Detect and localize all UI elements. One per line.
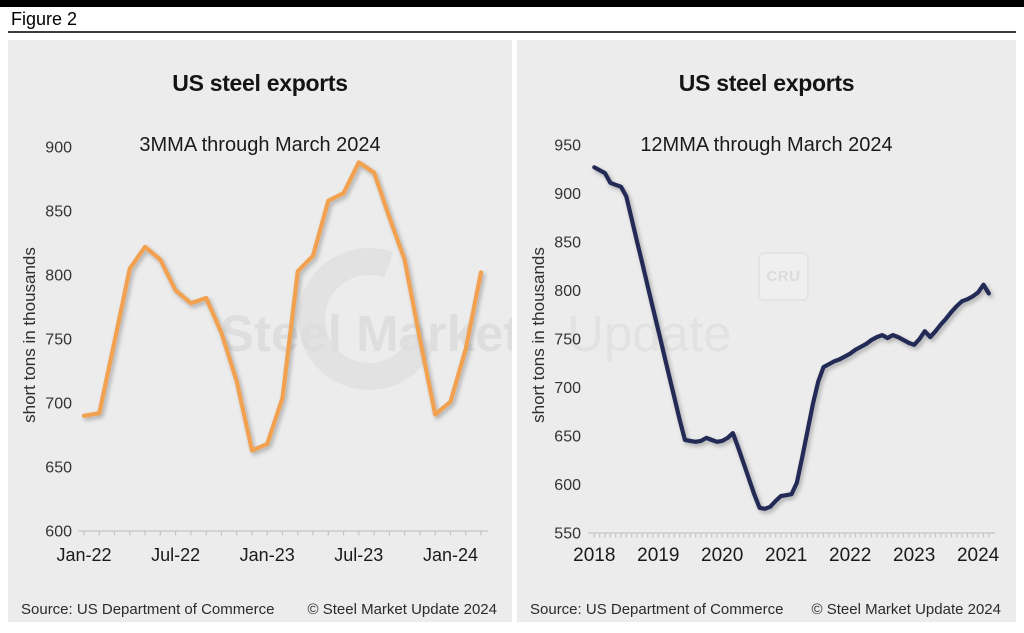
svg-text:950: 950 (554, 138, 581, 155)
y-axis-label: short tons in thousands (20, 247, 39, 423)
chart-footer: Source: US Department of Commerce © Stee… (8, 601, 512, 618)
svg-text:Jan-24: Jan-24 (423, 545, 478, 565)
svg-text:900: 900 (554, 186, 581, 203)
svg-text:650: 650 (554, 429, 581, 446)
svg-text:750: 750 (45, 332, 72, 349)
svg-text:Jan-23: Jan-23 (240, 545, 295, 565)
chart-subtitle: 12MMA through March 2024 (640, 134, 893, 156)
svg-text:2022: 2022 (829, 545, 871, 566)
svg-text:2019: 2019 (637, 545, 679, 566)
figure-label: Figure 2 (11, 9, 78, 29)
source-note: Source: US Department of Commerce (530, 601, 784, 618)
line-chart-3mma: 600 650 700 750 800 850 900 Jan-22 Jul-22 Jan-23 J… (45, 140, 488, 565)
chart-footer: Source: US Department of Commerce © Stee… (517, 601, 1016, 618)
svg-text:2018: 2018 (573, 545, 615, 566)
svg-text:Jul-22: Jul-22 (151, 545, 200, 565)
copyright-note: © Steel Market Update 2024 (811, 601, 1002, 618)
svg-text:2023: 2023 (893, 545, 935, 566)
svg-text:750: 750 (554, 332, 581, 349)
svg-text:Jan-22: Jan-22 (56, 545, 111, 565)
chart-title: US steel exports (172, 70, 348, 96)
source-note: Source: US Department of Commerce (21, 601, 275, 618)
svg-text:600: 600 (554, 477, 581, 494)
chart-title: US steel exports (678, 70, 855, 96)
svg-text:850: 850 (45, 204, 72, 221)
line-chart-12mma: 550 600 650 700 750 800 850 900 950 2018 2019 2020 2… (554, 138, 1000, 567)
svg-text:900: 900 (45, 140, 72, 157)
svg-text:2024: 2024 (957, 545, 1000, 566)
svg-text:800: 800 (554, 283, 581, 300)
svg-text:700: 700 (45, 396, 72, 413)
chart-subtitle: 3MMA through March 2024 (139, 134, 381, 156)
chart-panel-3mma: Steel Market 600 650 700 750 800 850 900 Jan-22… (8, 40, 512, 622)
header-divider (8, 31, 1016, 33)
svg-text:Jul-23: Jul-23 (334, 545, 383, 565)
y-axis-label: short tons in thousands (529, 247, 548, 423)
svg-text:2020: 2020 (701, 545, 743, 566)
svg-text:550: 550 (554, 526, 581, 543)
svg-text:700: 700 (554, 380, 581, 397)
svg-text:600: 600 (45, 524, 72, 541)
watermark-brand-text: Update (567, 305, 732, 362)
svg-text:650: 650 (45, 460, 72, 477)
top-bar (0, 0, 1024, 7)
svg-text:850: 850 (554, 235, 581, 252)
svg-text:2021: 2021 (765, 545, 807, 566)
copyright-note: © Steel Market Update 2024 (307, 601, 498, 618)
svg-text:800: 800 (45, 268, 72, 285)
chart-panel-12mma: Update CRU 550 600 650 700 750 800 850 900 950 20… (517, 40, 1016, 622)
cru-logo-watermark-icon: CRU (758, 252, 809, 301)
